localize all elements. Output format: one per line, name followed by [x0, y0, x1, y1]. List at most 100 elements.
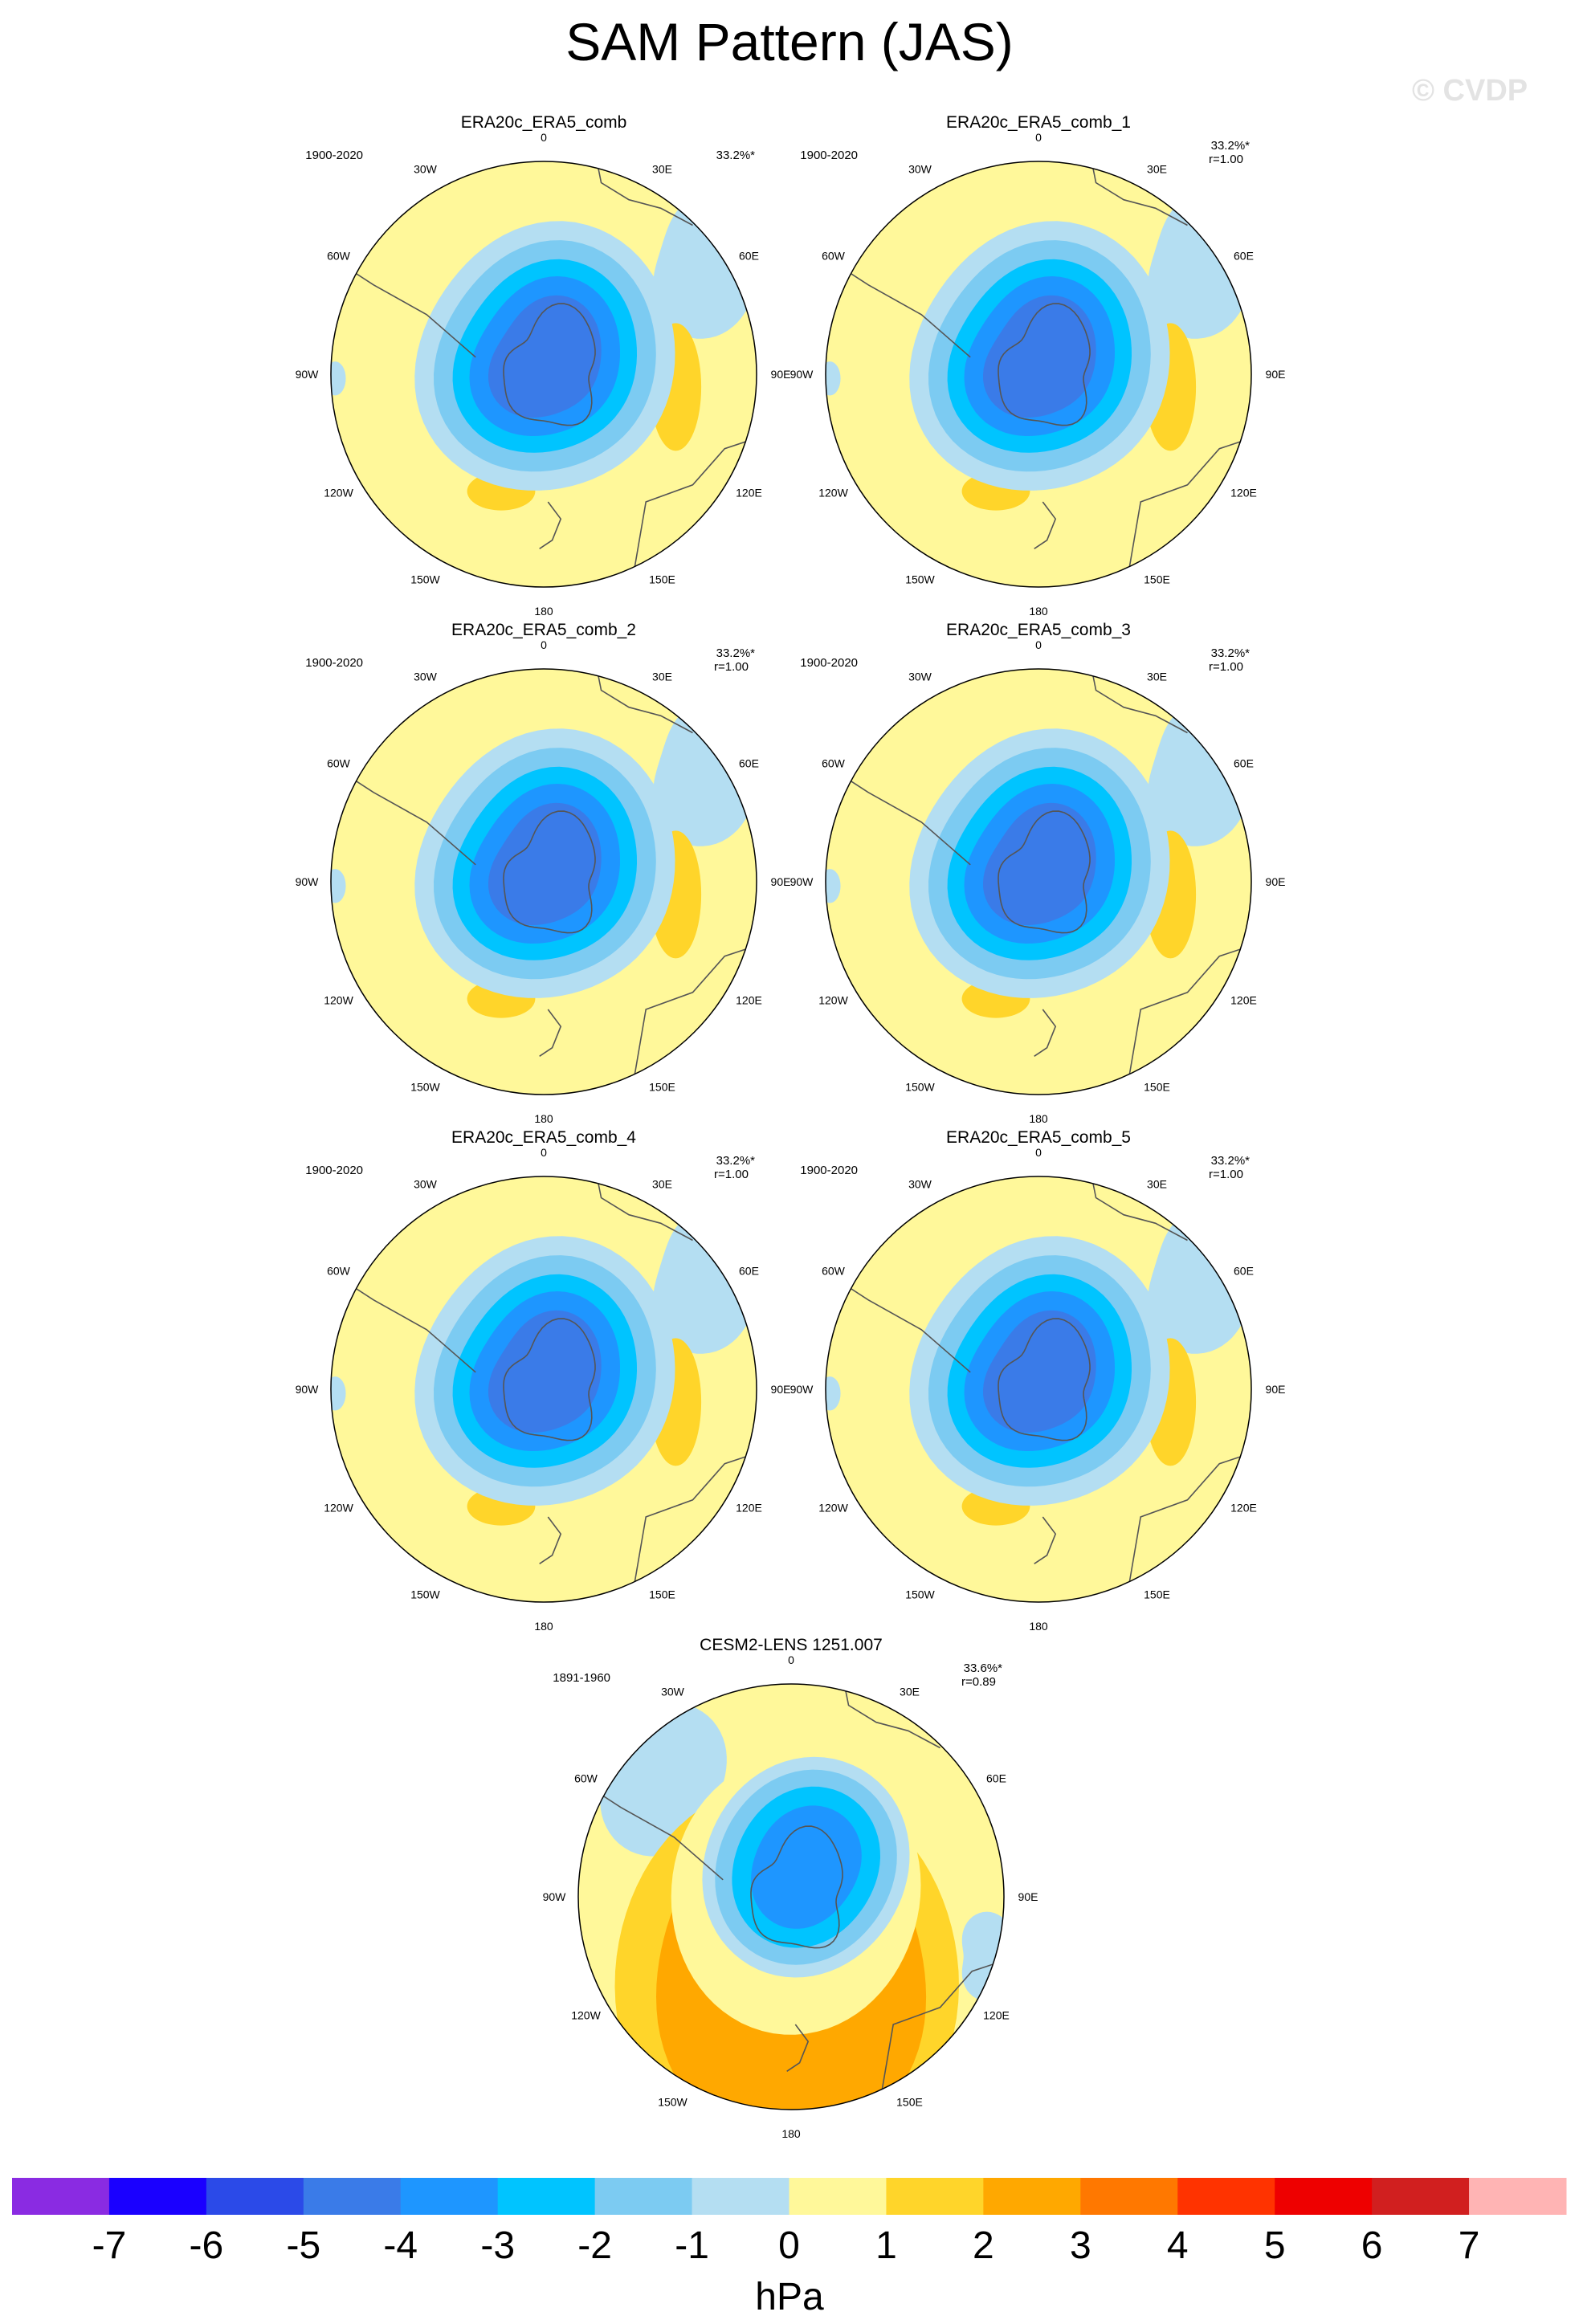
map-panel: ERA20c_ERA5_comb_2 1900-2020 33.2%*r=1.00 0…	[296, 621, 791, 1125]
lon-label: 150W	[905, 1080, 935, 1093]
lon-label: 60E	[739, 1265, 759, 1278]
coastline-new-zealand	[539, 501, 562, 549]
lon-label: 90W	[296, 875, 320, 888]
lon-label: 30W	[414, 1178, 438, 1191]
lon-label: 90E	[771, 368, 791, 381]
panel-title: ERA20c_ERA5_comb	[461, 113, 627, 132]
map-panel: ERA20c_ERA5_comb_1 1900-2020 33.2%*r=1.00 0…	[790, 113, 1286, 618]
lon-label: 30E	[652, 163, 672, 176]
coastline-new-zealand	[539, 1516, 562, 1564]
coastline-africa	[596, 669, 693, 734]
coastline-new-zealand	[1034, 1516, 1057, 1564]
coastline-australia	[1127, 437, 1251, 577]
lon-label: 180	[1029, 1112, 1048, 1125]
map-panel: ERA20c_ERA5_comb_4 1900-2020 33.2%*r=1.00 0…	[296, 1128, 791, 1633]
lon-label: 120E	[736, 487, 762, 499]
contour-neg5	[488, 802, 602, 925]
panel-title: ERA20c_ERA5_comb_2	[451, 621, 636, 639]
lon-label: 0	[541, 638, 547, 651]
contour-neg1-w	[331, 361, 346, 396]
map-panel: ERA20c_ERA5_comb_5 1900-2020 33.2%*r=1.00 0…	[790, 1128, 1286, 1633]
lon-label: 30E	[1147, 1178, 1167, 1191]
lon-label: 120W	[324, 994, 353, 1007]
coastlines	[331, 669, 757, 1084]
lon-label: 30W	[908, 671, 932, 683]
coastline-new-zealand	[539, 1009, 562, 1057]
coastline-antarctica	[998, 810, 1091, 934]
panel-explained-variance: 33.2%*	[1211, 139, 1251, 153]
contour-neg5	[488, 1310, 602, 1433]
contour-neg5	[983, 295, 1096, 418]
lon-label: 90W	[296, 368, 320, 381]
contour-field	[826, 161, 1251, 587]
lon-label: 90E	[1018, 1890, 1038, 1903]
lon-label: 90E	[771, 875, 791, 888]
contour-field	[578, 1684, 1004, 2110]
lon-label: 150E	[1144, 1588, 1170, 1600]
panel-explained-variance: 33.2%*	[716, 646, 756, 660]
lon-label: 150W	[410, 1588, 440, 1600]
contour-neg5	[983, 802, 1096, 925]
panel-correlation: r=1.00	[1209, 660, 1243, 674]
map-border	[825, 161, 1252, 588]
lon-label: 150E	[896, 2095, 923, 2108]
map-border	[825, 668, 1252, 1095]
panel-explained-variance: 33.2%*	[1211, 646, 1251, 660]
lon-label: 0	[1035, 131, 1042, 144]
panel-explained-variance: 33.6%*	[964, 1661, 1003, 1675]
lon-label: 30E	[652, 1178, 672, 1191]
lon-label: 90E	[1266, 1383, 1286, 1396]
contour-neg1-e	[961, 1911, 1004, 2001]
lon-label: 120W	[818, 994, 848, 1007]
contour-neg1-w	[331, 1376, 346, 1411]
lon-label: 150E	[649, 573, 675, 585]
lon-label: 150E	[1144, 1080, 1170, 1093]
lon-label: 90W	[296, 1383, 320, 1396]
contour-field	[826, 669, 1251, 1095]
coastline-australia	[632, 944, 757, 1084]
coastline-new-zealand	[786, 2024, 810, 2072]
lon-label: 30E	[1147, 163, 1167, 176]
map-border	[825, 1176, 1252, 1603]
panel-correlation: r=1.00	[1209, 1168, 1243, 1181]
lon-label: 90E	[771, 1383, 791, 1396]
lon-label: 60W	[327, 250, 351, 263]
lon-label: 150E	[1144, 573, 1170, 585]
coastline-africa	[596, 161, 693, 226]
panel-years: 1900-2020	[800, 149, 858, 162]
coastline-new-zealand	[1034, 501, 1057, 549]
coastline-africa	[843, 1684, 940, 1749]
panel-years: 1891-1960	[553, 1671, 610, 1685]
page-title: SAM Pattern (JAS)	[565, 12, 1014, 71]
lon-label: 60W	[574, 1772, 598, 1785]
contour-neg5	[983, 1310, 1096, 1433]
coastline-antarctica	[998, 303, 1091, 426]
lon-label: 150E	[649, 1588, 675, 1600]
map-border	[330, 161, 757, 588]
lon-label: 180	[1029, 1620, 1048, 1633]
lon-label: 30W	[661, 1686, 685, 1698]
lon-label: 150W	[410, 573, 440, 585]
lon-label: 60E	[986, 1772, 1006, 1785]
lon-label: 30W	[414, 671, 438, 683]
coastline-antarctica	[503, 810, 596, 934]
panel-correlation: r=1.00	[1209, 153, 1243, 166]
panel-correlation: r=1.00	[714, 660, 749, 674]
panel-correlation: r=1.00	[714, 1168, 749, 1181]
lon-label: 180	[781, 2127, 801, 2140]
lon-label: 120E	[736, 994, 762, 1007]
lon-label: 120E	[1230, 1502, 1257, 1515]
coastline-africa	[1091, 161, 1188, 226]
lon-label: 30W	[908, 163, 932, 176]
lon-label: 60W	[822, 1265, 846, 1278]
lon-label: 150W	[905, 1588, 935, 1600]
panel-years: 1900-2020	[800, 656, 858, 670]
lon-label: 120W	[818, 1502, 848, 1515]
lon-label: 60E	[739, 250, 759, 263]
lon-label: 30E	[652, 671, 672, 683]
lon-label: 30W	[908, 1178, 932, 1191]
coastlines	[331, 1176, 757, 1592]
panel-title: ERA20c_ERA5_comb_5	[946, 1128, 1131, 1147]
panel-correlation: r=0.89	[961, 1675, 996, 1689]
panel-explained-variance: 33.2%*	[716, 149, 756, 162]
